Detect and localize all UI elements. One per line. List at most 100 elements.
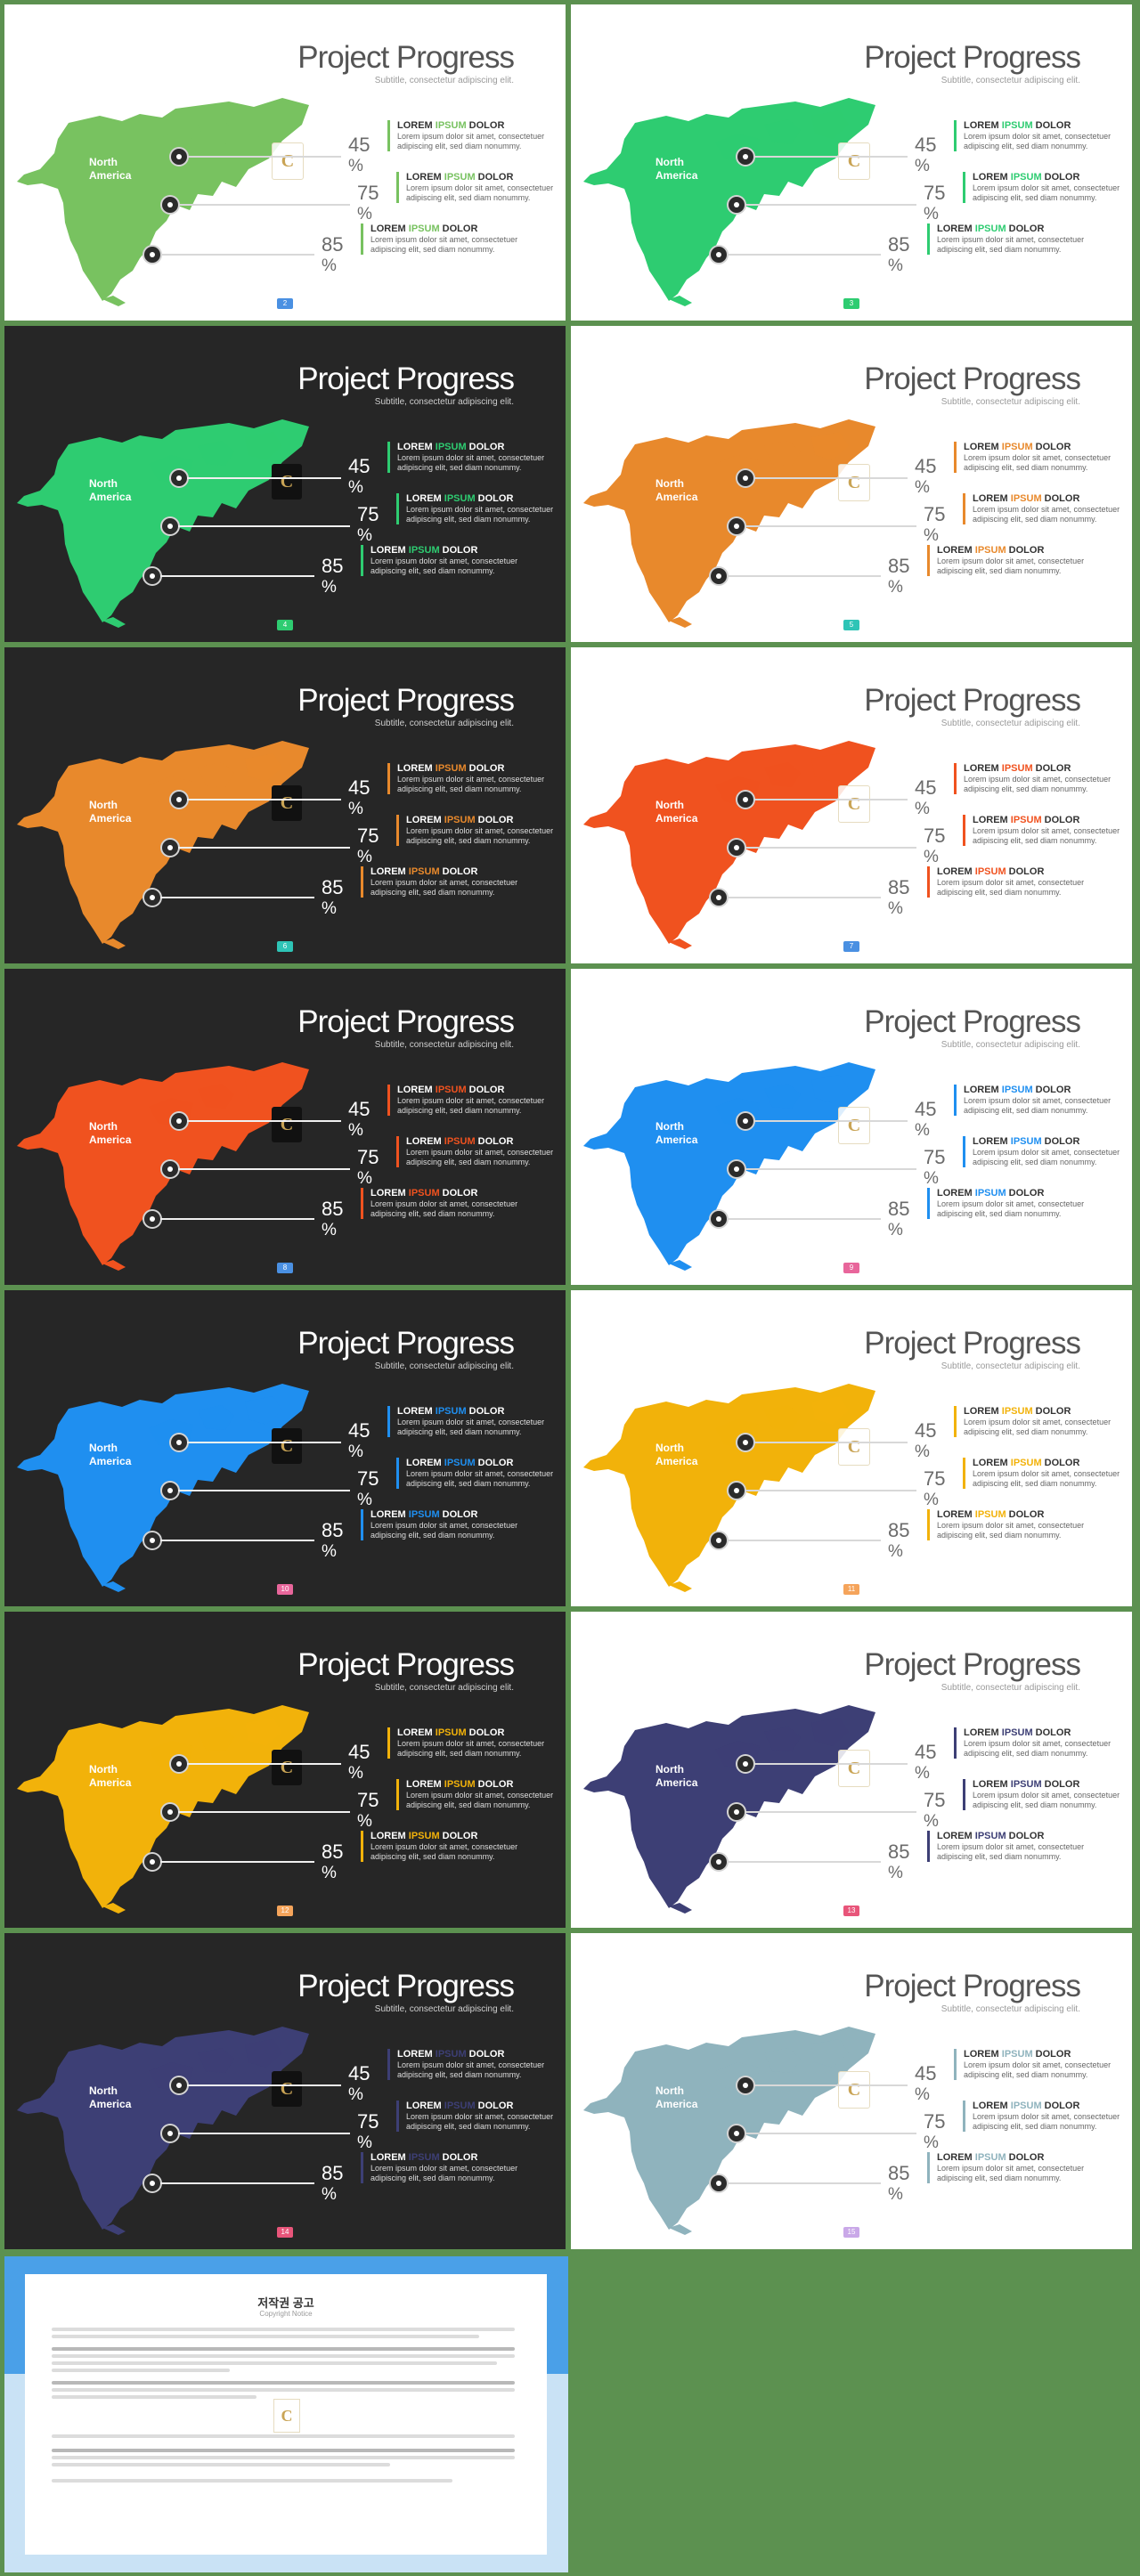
item-body-line: Lorem ipsum dolor sit amet, consectetuer (964, 132, 1112, 141)
heading-text: LOREM (973, 2101, 1011, 2111)
region-label-line: North (89, 156, 118, 168)
slide-subtitle: Subtitle, consectetur adipiscing elit. (374, 76, 514, 85)
region-label-line: North (656, 477, 684, 490)
item-body-line: Lorem ipsum dolor sit amet, consectetuer (397, 1418, 545, 1426)
heading-text: DOLOR (466, 1406, 505, 1417)
progress-percent: 45% (915, 134, 936, 177)
region-label-line: America (656, 1134, 698, 1146)
slide[interactable]: Project Progress Subtitle, consectetur a… (4, 647, 566, 963)
progress-percent: 75% (357, 1147, 379, 1190)
percent-sign: % (348, 1764, 363, 1783)
region-label-line: North (656, 1763, 684, 1776)
progress-item: LOREM IPSUM DOLOR Lorem ipsum dolor sit a… (387, 442, 558, 473)
heading-text: DOLOR (475, 172, 514, 183)
percent-sign: % (888, 899, 903, 918)
copyright-text-line (52, 2449, 515, 2452)
location-pin (727, 1802, 746, 1822)
slide[interactable]: Project Progress Subtitle, consectetur a… (4, 1290, 566, 1606)
heading-highlight: IPSUM (1010, 1136, 1042, 1147)
slide[interactable]: Project Progress Subtitle, consectetur a… (571, 1933, 1132, 2249)
leader-line (187, 1120, 341, 1122)
heading-text: LOREM (937, 1188, 975, 1199)
slide[interactable]: Project Progress Subtitle, consectetur a… (4, 1933, 566, 2249)
item-body-line: adipiscing elit, sed diam nonummy. (973, 836, 1097, 845)
item-body-line: Lorem ipsum dolor sit amet, consectetuer (370, 1521, 518, 1530)
slide[interactable]: Project Progress Subtitle, consectetur a… (4, 969, 566, 1285)
slide-subtitle: Subtitle, consectetur adipiscing elit. (374, 1361, 514, 1371)
slide[interactable]: Project Progress Subtitle, consectetur a… (571, 4, 1132, 321)
location-pin (727, 1481, 746, 1500)
progress-percent: 45% (915, 2063, 936, 2106)
progress-item: LOREM IPSUM DOLOR Lorem ipsum dolor sit a… (927, 1509, 1097, 1540)
progress-percent: 75% (924, 2111, 945, 2154)
heading-text: LOREM (397, 1085, 436, 1095)
slide[interactable]: Project Progress Subtitle, consectetur a… (4, 4, 566, 321)
heading-text: LOREM (964, 1406, 1002, 1417)
item-heading: LOREM IPSUM DOLOR (964, 2049, 1124, 2060)
location-pin (142, 888, 162, 907)
copyright-slide[interactable]: 저작권 공고 Copyright Notice C (4, 2256, 568, 2572)
slide[interactable]: Project Progress Subtitle, consectetur a… (571, 647, 1132, 963)
heading-text: LOREM (973, 815, 1011, 825)
slide[interactable]: Project Progress Subtitle, consectetur a… (571, 1612, 1132, 1928)
slide[interactable]: Project Progress Subtitle, consectetur a… (4, 326, 566, 642)
progress-item: LOREM IPSUM DOLOR Lorem ipsum dolor sit a… (361, 1831, 531, 1862)
heading-text: DOLOR (466, 2049, 505, 2060)
progress-value: 45 (915, 776, 937, 799)
location-pin (142, 245, 162, 264)
percent-sign: % (915, 478, 930, 497)
progress-value: 85 (322, 1841, 344, 1863)
item-body-line: adipiscing elit, sed diam nonummy. (397, 1106, 522, 1115)
percent-sign: % (322, 899, 337, 918)
item-body-line: adipiscing elit, sed diam nonummy. (370, 245, 495, 254)
slide[interactable]: Project Progress Subtitle, consectetur a… (571, 969, 1132, 1285)
progress-percent: 75% (357, 183, 379, 225)
leader-line (727, 254, 881, 256)
progress-value: 85 (322, 2162, 344, 2184)
percent-sign: % (357, 1169, 372, 1188)
leader-line (160, 1861, 314, 1863)
percent-sign: % (322, 1221, 337, 1239)
progress-percent: 45% (348, 1099, 370, 1142)
progress-percent: 75% (357, 504, 379, 547)
percent-sign: % (888, 256, 903, 275)
copyright-text-line (52, 2347, 515, 2351)
region-label-line: America (89, 169, 132, 182)
region-label-line: North (89, 1763, 118, 1776)
item-body-line: adipiscing elit, sed diam nonummy. (937, 1531, 1062, 1540)
item-body-line: adipiscing elit, sed diam nonummy. (406, 1479, 531, 1488)
heading-text: DOLOR (475, 2101, 514, 2111)
progress-percent: 85% (888, 1841, 909, 1884)
region-label-line: America (656, 1455, 698, 1467)
leader-line (178, 204, 350, 206)
item-body-line: Lorem ipsum dolor sit amet, consectetuer (973, 2112, 1120, 2121)
heading-text: LOREM (964, 763, 1002, 774)
heading-text: LOREM (406, 815, 444, 825)
leader-line (745, 525, 916, 527)
slide[interactable]: Project Progress Subtitle, consectetur a… (571, 1290, 1132, 1606)
heading-highlight: IPSUM (408, 223, 440, 234)
progress-item: LOREM IPSUM DOLOR Lorem ipsum dolor sit a… (387, 763, 558, 794)
progress-item: LOREM IPSUM DOLOR Lorem ipsum dolor sit a… (387, 2049, 558, 2080)
location-pin (169, 2076, 189, 2095)
heading-text: LOREM (397, 1406, 436, 1417)
heading-text: LOREM (406, 1458, 444, 1468)
progress-item: LOREM IPSUM DOLOR Lorem ipsum dolor sit a… (954, 1406, 1124, 1437)
region-label-line: North (89, 799, 118, 811)
item-body-line: adipiscing elit, sed diam nonummy. (370, 2174, 495, 2182)
heading-text: DOLOR (475, 1779, 514, 1790)
item-heading: LOREM IPSUM DOLOR (370, 1509, 531, 1521)
slide[interactable]: Project Progress Subtitle, consectetur a… (4, 1612, 566, 1928)
percent-sign: % (357, 1812, 372, 1831)
item-body-line: Lorem ipsum dolor sit amet, consectetuer (973, 505, 1120, 514)
progress-value: 75 (357, 503, 379, 525)
progress-value: 45 (348, 1741, 370, 1763)
heading-highlight: IPSUM (1010, 2101, 1042, 2111)
progress-percent: 85% (888, 234, 909, 277)
slide-title: Project Progress (297, 362, 515, 396)
region-label: North America (89, 1120, 131, 1147)
slide[interactable]: Project Progress Subtitle, consectetur a… (571, 326, 1132, 642)
item-body-line: Lorem ipsum dolor sit amet, consectetuer (937, 2164, 1085, 2173)
region-label-line: America (89, 1134, 132, 1146)
item-heading: LOREM IPSUM DOLOR (406, 815, 566, 826)
